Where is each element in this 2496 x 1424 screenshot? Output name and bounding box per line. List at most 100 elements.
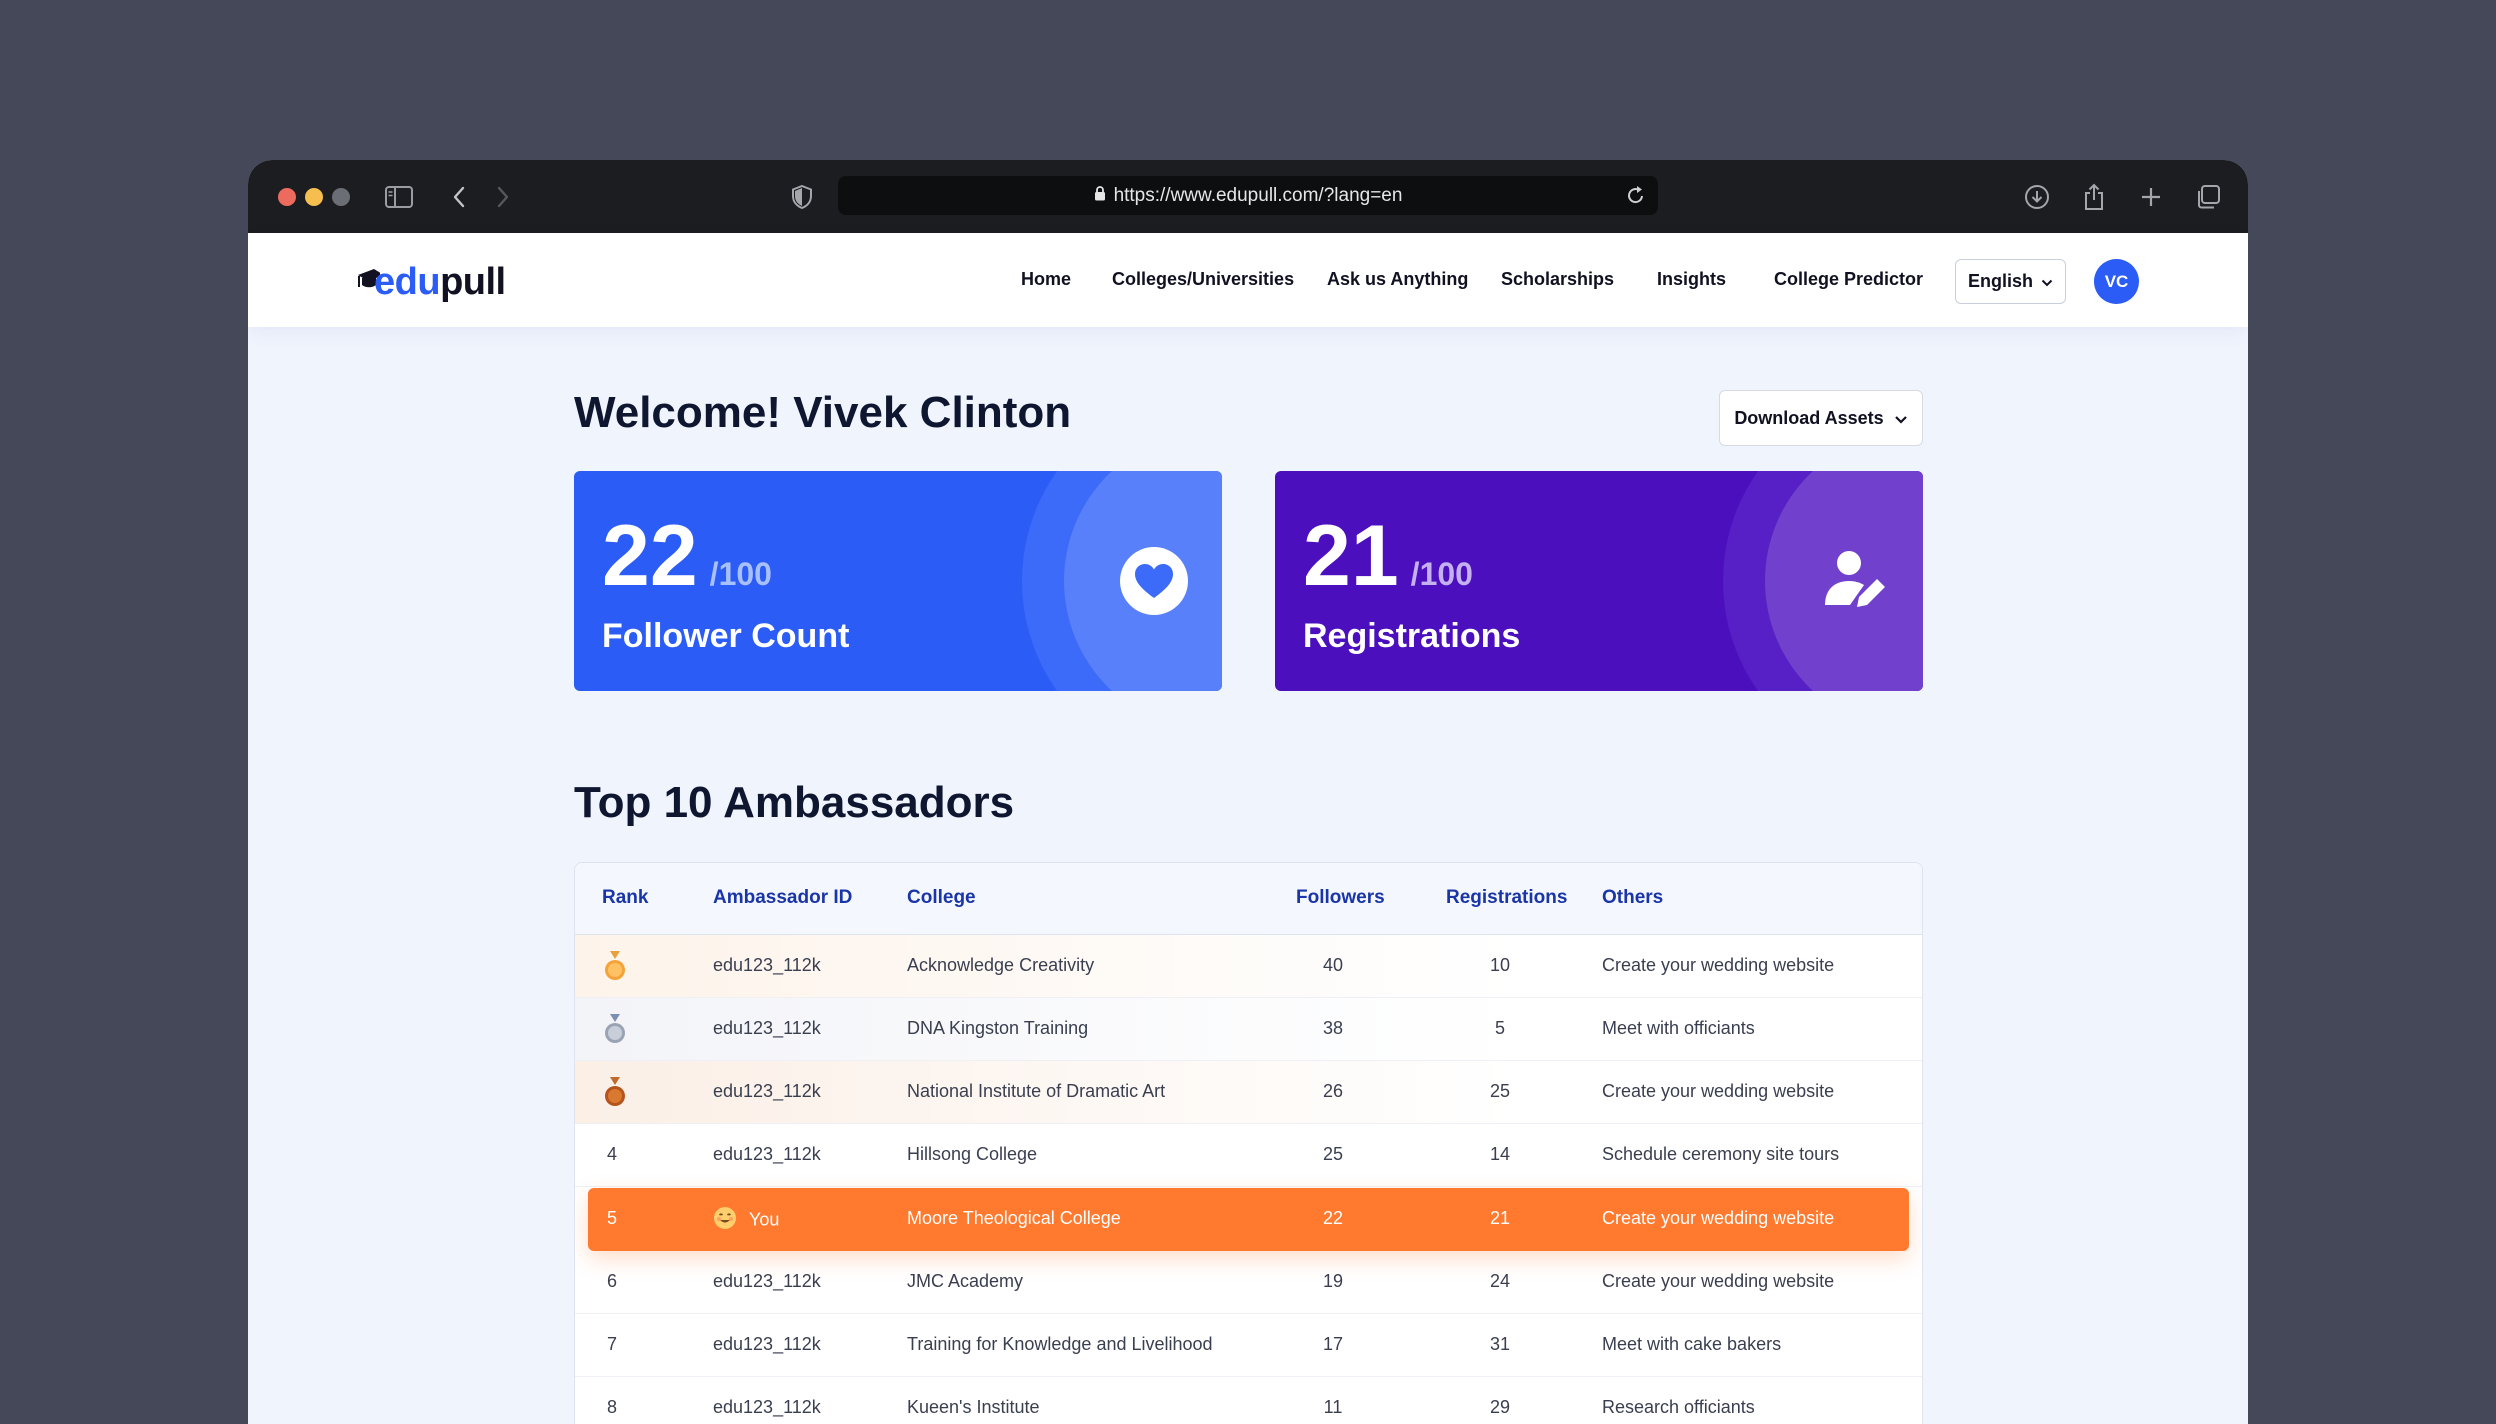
logo-text-pull: pull (440, 261, 506, 303)
download-assets-label: Download Assets (1734, 407, 1884, 428)
ambassador-id: edu123_112k (713, 1334, 821, 1354)
ambassador-id: edu123_112k (713, 1144, 821, 1164)
registrations-count: 29 (1489, 1397, 1511, 1417)
close-window-button[interactable] (278, 188, 296, 206)
followers-count: 40 (1322, 955, 1344, 975)
follower-count-total: /100 (709, 556, 772, 592)
follower-count-value: 22 (602, 508, 698, 604)
table-row[interactable]: edu123_112k National Institute of Dramat… (575, 1061, 1922, 1124)
registrations-count: 5 (1494, 1018, 1505, 1038)
smiley-face-icon (713, 1206, 737, 1235)
user-avatar[interactable]: VC (2094, 259, 2139, 304)
registrations-count: 24 (1489, 1271, 1511, 1291)
header-college[interactable]: College (907, 887, 976, 908)
college-name: Training for Knowledge and Livelihood (907, 1334, 1213, 1354)
table-row[interactable]: 7 edu123_112k Training for Knowledge and… (575, 1314, 1922, 1377)
ambassador-id: You (713, 1206, 779, 1235)
shield-icon[interactable] (787, 182, 817, 212)
download-assets-button[interactable]: Download Assets (1719, 390, 1923, 446)
header-others[interactable]: Others (1602, 887, 1664, 908)
tab-overview-icon[interactable] (2193, 182, 2223, 212)
rank-number: 5 (607, 1208, 618, 1228)
followers-count: 25 (1322, 1144, 1344, 1164)
back-icon[interactable] (444, 182, 474, 212)
welcome-heading: Welcome! Vivek Clinton (574, 388, 1072, 437)
registrations-count: 14 (1489, 1144, 1511, 1164)
table-row[interactable]: 4 edu123_112k Hillsong College 25 14 Sch… (575, 1124, 1922, 1187)
header-followers[interactable]: Followers (1296, 887, 1385, 908)
others-text: Create your wedding website (1602, 1271, 1835, 1291)
college-name: Hillsong College (907, 1144, 1038, 1164)
nav-scholarships[interactable]: Scholarships (1501, 269, 1615, 289)
registrations-value: 21 (1303, 508, 1399, 604)
you-label: You (749, 1209, 780, 1230)
address-bar[interactable]: https://www.edupull.com/?lang=en (838, 176, 1658, 215)
follower-count-label: Follower Count (602, 617, 850, 655)
header-rank[interactable]: Rank (602, 887, 649, 908)
ambassador-id: edu123_112k (713, 1018, 821, 1038)
others-text: Create your wedding website (1602, 955, 1835, 975)
college-name: Kueen's Institute (907, 1397, 1040, 1417)
nav-insights[interactable]: Insights (1657, 269, 1727, 289)
header-ambassador-id[interactable]: Ambassador ID (713, 887, 853, 908)
rank-number: 7 (607, 1334, 618, 1354)
registrations-total: /100 (1410, 556, 1473, 592)
url-text: https://www.edupull.com/?lang=en (1113, 184, 1403, 206)
registrations-count: 10 (1489, 955, 1511, 975)
header-registrations[interactable]: Registrations (1446, 887, 1568, 908)
registrations-count: 21 (1489, 1208, 1511, 1228)
language-select[interactable]: English (1955, 259, 2066, 304)
table-row[interactable]: edu123_112k DNA Kingston Training 38 5 M… (575, 998, 1922, 1061)
share-icon[interactable] (2079, 182, 2109, 212)
graduation-cap-icon (358, 269, 380, 288)
followers-count: 26 (1322, 1081, 1344, 1101)
nav-college-predictor[interactable]: College Predictor (1774, 269, 1924, 289)
sidebar-toggle-icon[interactable] (384, 182, 414, 212)
minimize-window-button[interactable] (305, 188, 323, 206)
current-user-row[interactable]: 5 You Moore Theological College 22 21 Cr… (588, 1188, 1909, 1251)
others-text: Schedule ceremony site tours (1602, 1144, 1840, 1164)
lock-icon (1094, 185, 1106, 207)
forward-icon[interactable] (488, 182, 518, 212)
nav-home[interactable]: Home (1021, 269, 1072, 289)
heart-icon (1114, 541, 1194, 621)
ambassador-id: edu123_112k (713, 1397, 821, 1417)
rank-number: 6 (607, 1271, 618, 1291)
ambassador-id: edu123_112k (713, 955, 821, 975)
edupull-logo[interactable]: edupull (358, 257, 506, 303)
registrations-count: 31 (1489, 1334, 1511, 1354)
silver-medal-icon (600, 1012, 630, 1046)
bronze-medal-icon (600, 1075, 630, 1109)
table-row[interactable]: 8 edu123_112k Kueen's Institute 11 29 Re… (575, 1377, 1922, 1424)
leaderboard-title: Top 10 Ambassadors (574, 778, 1015, 827)
table-row[interactable]: edu123_112k Acknowledge Creativity 40 10… (575, 935, 1922, 998)
new-tab-icon[interactable] (2136, 182, 2166, 212)
nav-colleges-universities[interactable]: Colleges/Universities (1112, 269, 1295, 289)
user-edit-icon (1815, 541, 1895, 621)
nav-ask-us-anything[interactable]: Ask us Anything (1327, 269, 1469, 289)
ambassadors-table: Rank Ambassador ID College Followers Reg… (574, 862, 1923, 1424)
zoom-window-button[interactable] (332, 188, 350, 206)
download-icon[interactable] (2022, 182, 2052, 212)
followers-count: 19 (1322, 1271, 1344, 1291)
ambassador-id: edu123_112k (713, 1081, 821, 1101)
logo-text-edu: edu (374, 261, 441, 303)
college-name: Moore Theological College (907, 1208, 1121, 1228)
browser-toolbar: https://www.edupull.com/?lang=en (248, 160, 2248, 233)
registrations-count: 25 (1489, 1081, 1511, 1101)
registrations-card: 21 /100 Registrations (1275, 471, 1923, 691)
followers-count: 22 (1322, 1208, 1344, 1228)
chevron-down-icon (1894, 408, 1908, 429)
registrations-label: Registrations (1303, 617, 1521, 655)
followers-count: 11 (1323, 1397, 1343, 1417)
others-text: Create your wedding website (1602, 1081, 1835, 1101)
table-header: Rank Ambassador ID College Followers Reg… (575, 863, 1922, 935)
reload-icon[interactable] (1626, 184, 1646, 212)
others-text: Research officiants (1602, 1397, 1755, 1417)
table-row[interactable]: 6 edu123_112k JMC Academy 19 24 Create y… (575, 1251, 1922, 1314)
browser-window: https://www.edupull.com/?lang=en (248, 160, 2248, 1424)
follower-count-card: 22 /100 Follower Count (574, 471, 1222, 691)
rank-number: 4 (607, 1144, 618, 1164)
others-text: Meet with officiants (1602, 1018, 1755, 1038)
college-name: JMC Academy (907, 1271, 1024, 1291)
